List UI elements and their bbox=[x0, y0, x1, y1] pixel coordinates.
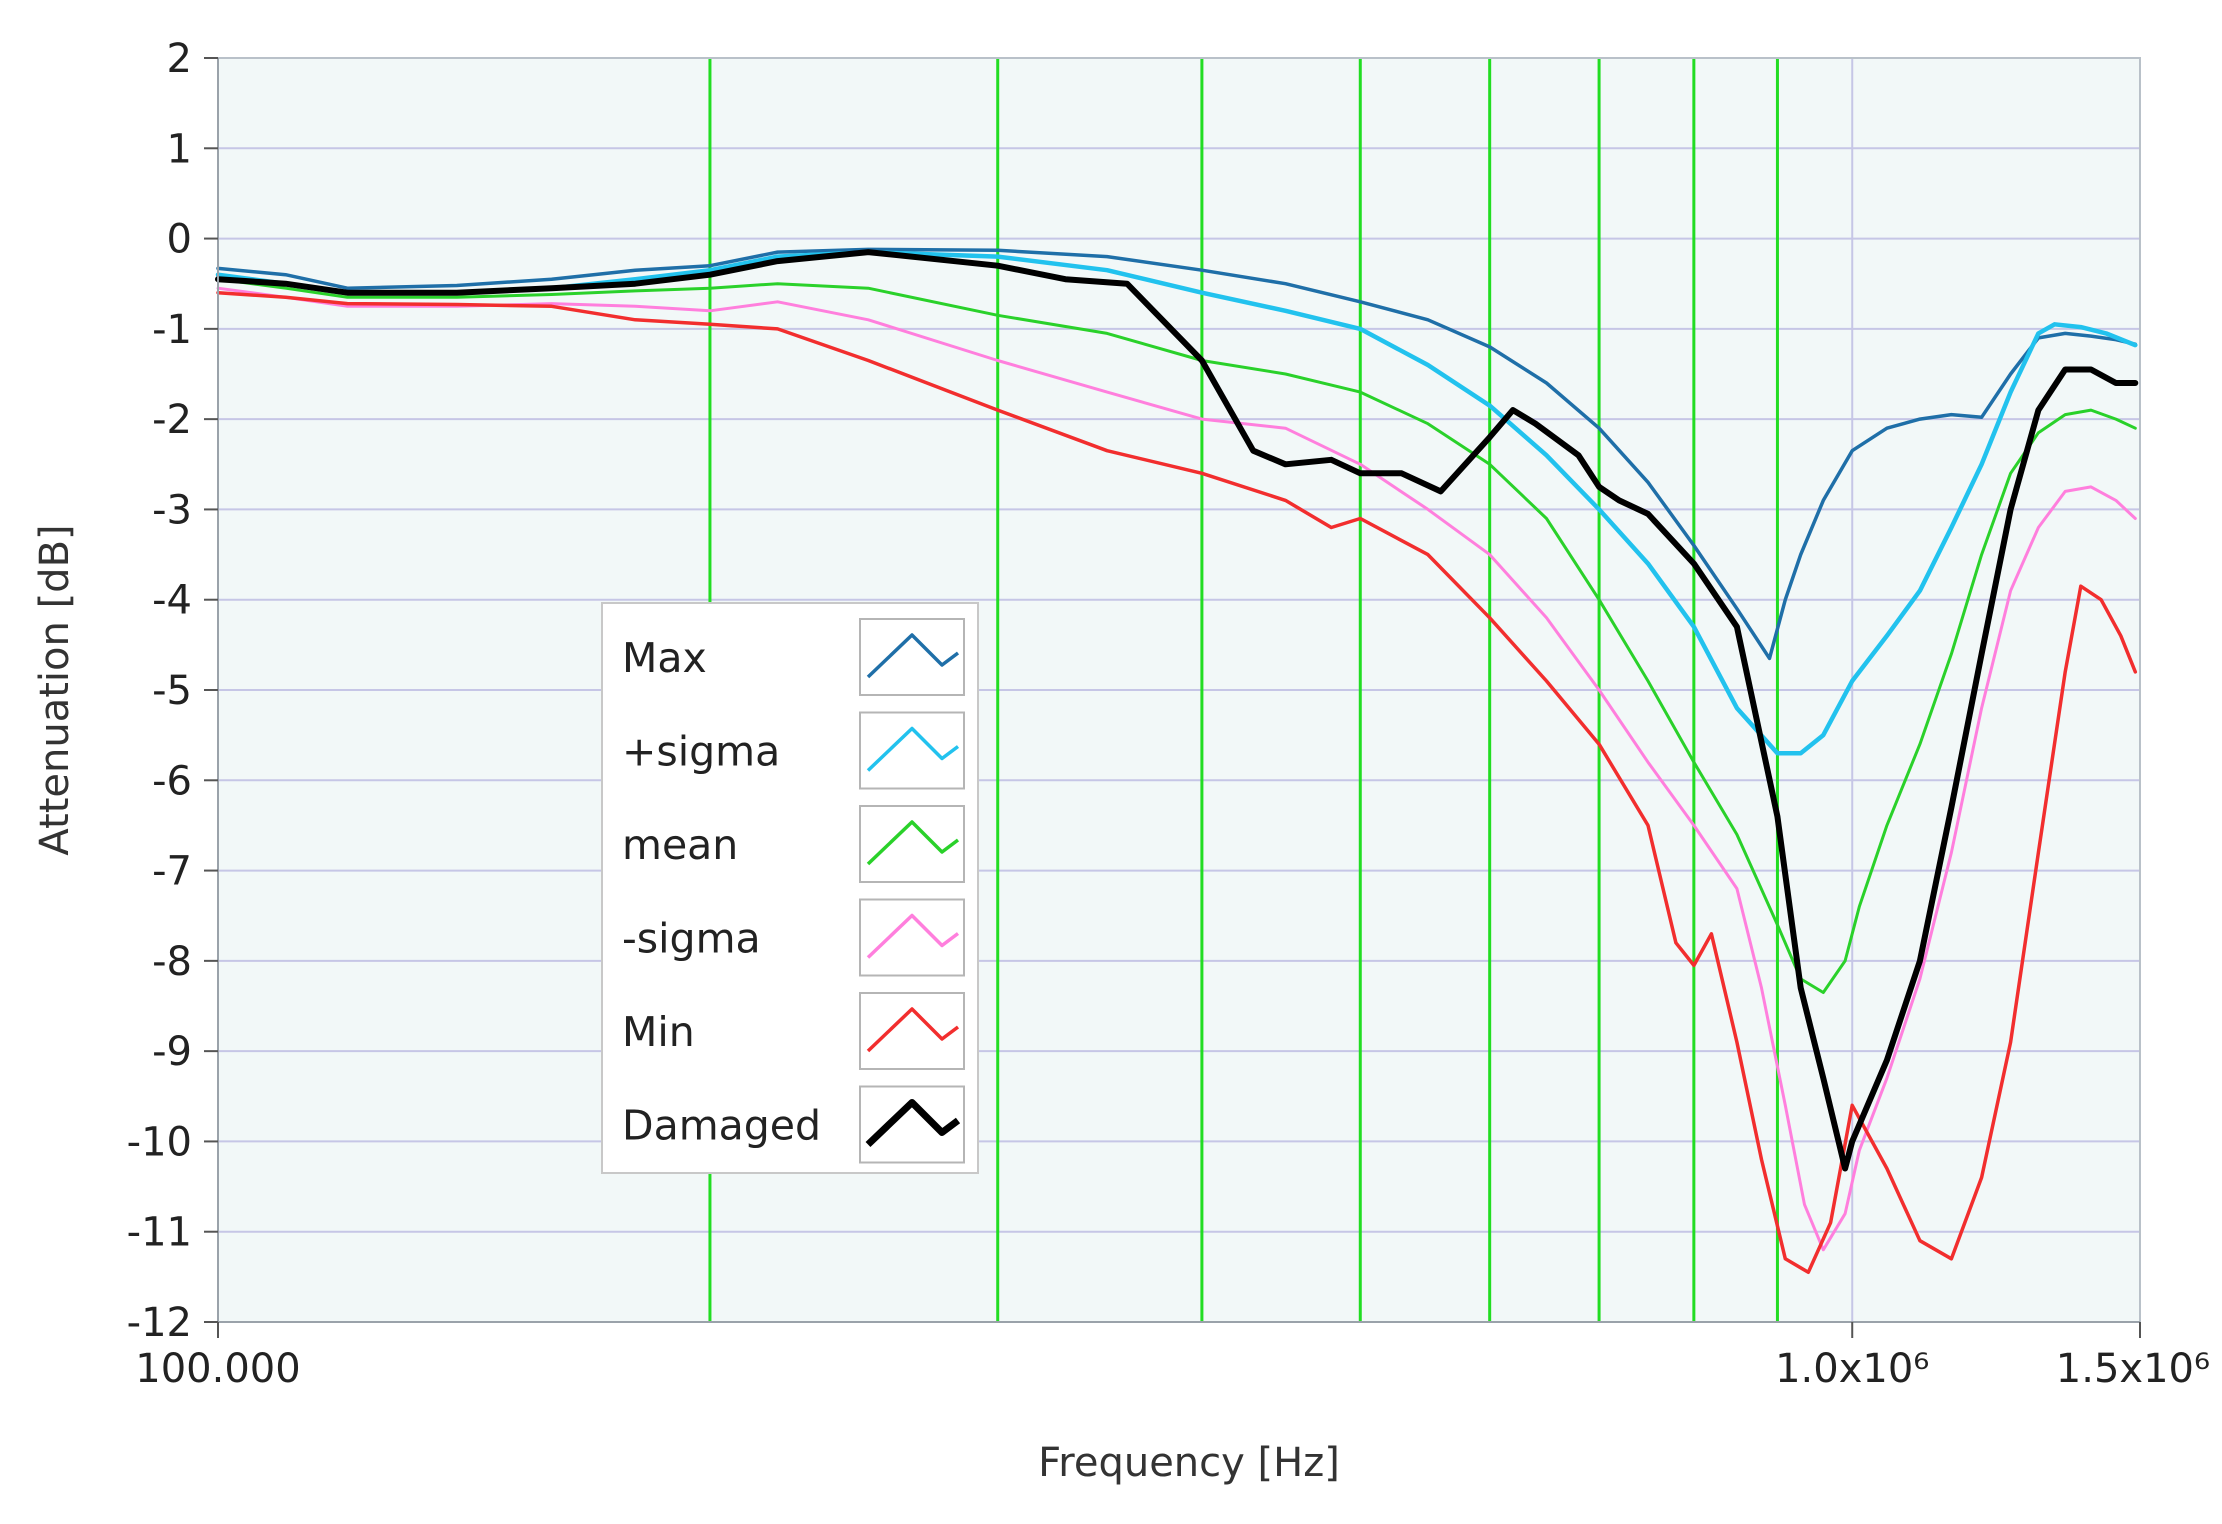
x-tick-label: 1.0x10⁶ bbox=[1775, 1346, 1929, 1392]
y-tick-label: -9 bbox=[152, 1029, 192, 1075]
legend-item: mean bbox=[622, 805, 965, 883]
legend-item: -sigma bbox=[622, 898, 965, 977]
y-tick-label: -11 bbox=[127, 1210, 192, 1256]
legend-label: -sigma bbox=[622, 915, 761, 963]
legend-label: Min bbox=[622, 1008, 695, 1056]
legend-label: Max bbox=[622, 634, 707, 682]
y-tick-label: 2 bbox=[167, 36, 192, 82]
legend-item: +sigma bbox=[622, 711, 965, 790]
y-tick-label: -4 bbox=[152, 578, 192, 624]
y-tick-label: -1 bbox=[152, 307, 192, 353]
legend-swatch-line bbox=[866, 633, 960, 679]
series-line-min bbox=[216, 290, 2138, 1275]
legend-swatch bbox=[859, 711, 965, 790]
grid-lines bbox=[218, 58, 2140, 1322]
y-tick-label: -6 bbox=[152, 758, 192, 804]
legend-swatch-line bbox=[866, 913, 960, 959]
y-tick-label: -3 bbox=[152, 487, 192, 533]
series-line-mean bbox=[216, 277, 2137, 994]
x-tick-label: 100.000 bbox=[135, 1346, 300, 1392]
series-line-minus-sigma bbox=[216, 286, 2137, 1252]
y-tick-label: -10 bbox=[127, 1119, 192, 1165]
legend-item: Damaged bbox=[622, 1085, 965, 1164]
x-axis-title: Frequency [Hz] bbox=[1038, 1440, 1340, 1486]
legend-swatch bbox=[859, 618, 965, 696]
series-line-max bbox=[216, 247, 2138, 661]
legend-label: Damaged bbox=[622, 1102, 821, 1150]
legend-item: Min bbox=[622, 992, 965, 1070]
series-lines bbox=[215, 247, 2139, 1275]
y-tick-label: -8 bbox=[152, 939, 192, 985]
y-tick-label: -12 bbox=[127, 1300, 192, 1346]
y-tick-label: -2 bbox=[152, 397, 192, 443]
series-line-plus-sigma bbox=[215, 249, 2138, 756]
legend-label: +sigma bbox=[622, 728, 780, 776]
y-tick-label: -5 bbox=[152, 668, 192, 714]
legend: Max +sigma mean -sigma Min Damaged bbox=[601, 602, 979, 1174]
legend-swatch bbox=[859, 898, 965, 977]
legend-box bbox=[601, 602, 979, 1174]
y-axis-title: Attenuation [dB] bbox=[32, 524, 78, 855]
y-tick-label: 0 bbox=[167, 217, 192, 263]
legend-item: Max bbox=[622, 618, 965, 696]
legend-swatch bbox=[859, 992, 965, 1070]
legend-swatch-line bbox=[866, 726, 960, 772]
y-tick-label: -7 bbox=[152, 849, 192, 895]
x-tick-label: 1.5x10⁶ bbox=[2056, 1346, 2210, 1392]
legend-swatch-line bbox=[866, 820, 960, 866]
series-line-damaged bbox=[215, 249, 2139, 1172]
legend-swatch bbox=[859, 805, 965, 883]
legend-swatch-line bbox=[865, 1099, 961, 1148]
legend-label: mean bbox=[622, 821, 738, 869]
legend-swatch-line bbox=[866, 1007, 960, 1053]
y-tick-label: 1 bbox=[167, 126, 192, 172]
